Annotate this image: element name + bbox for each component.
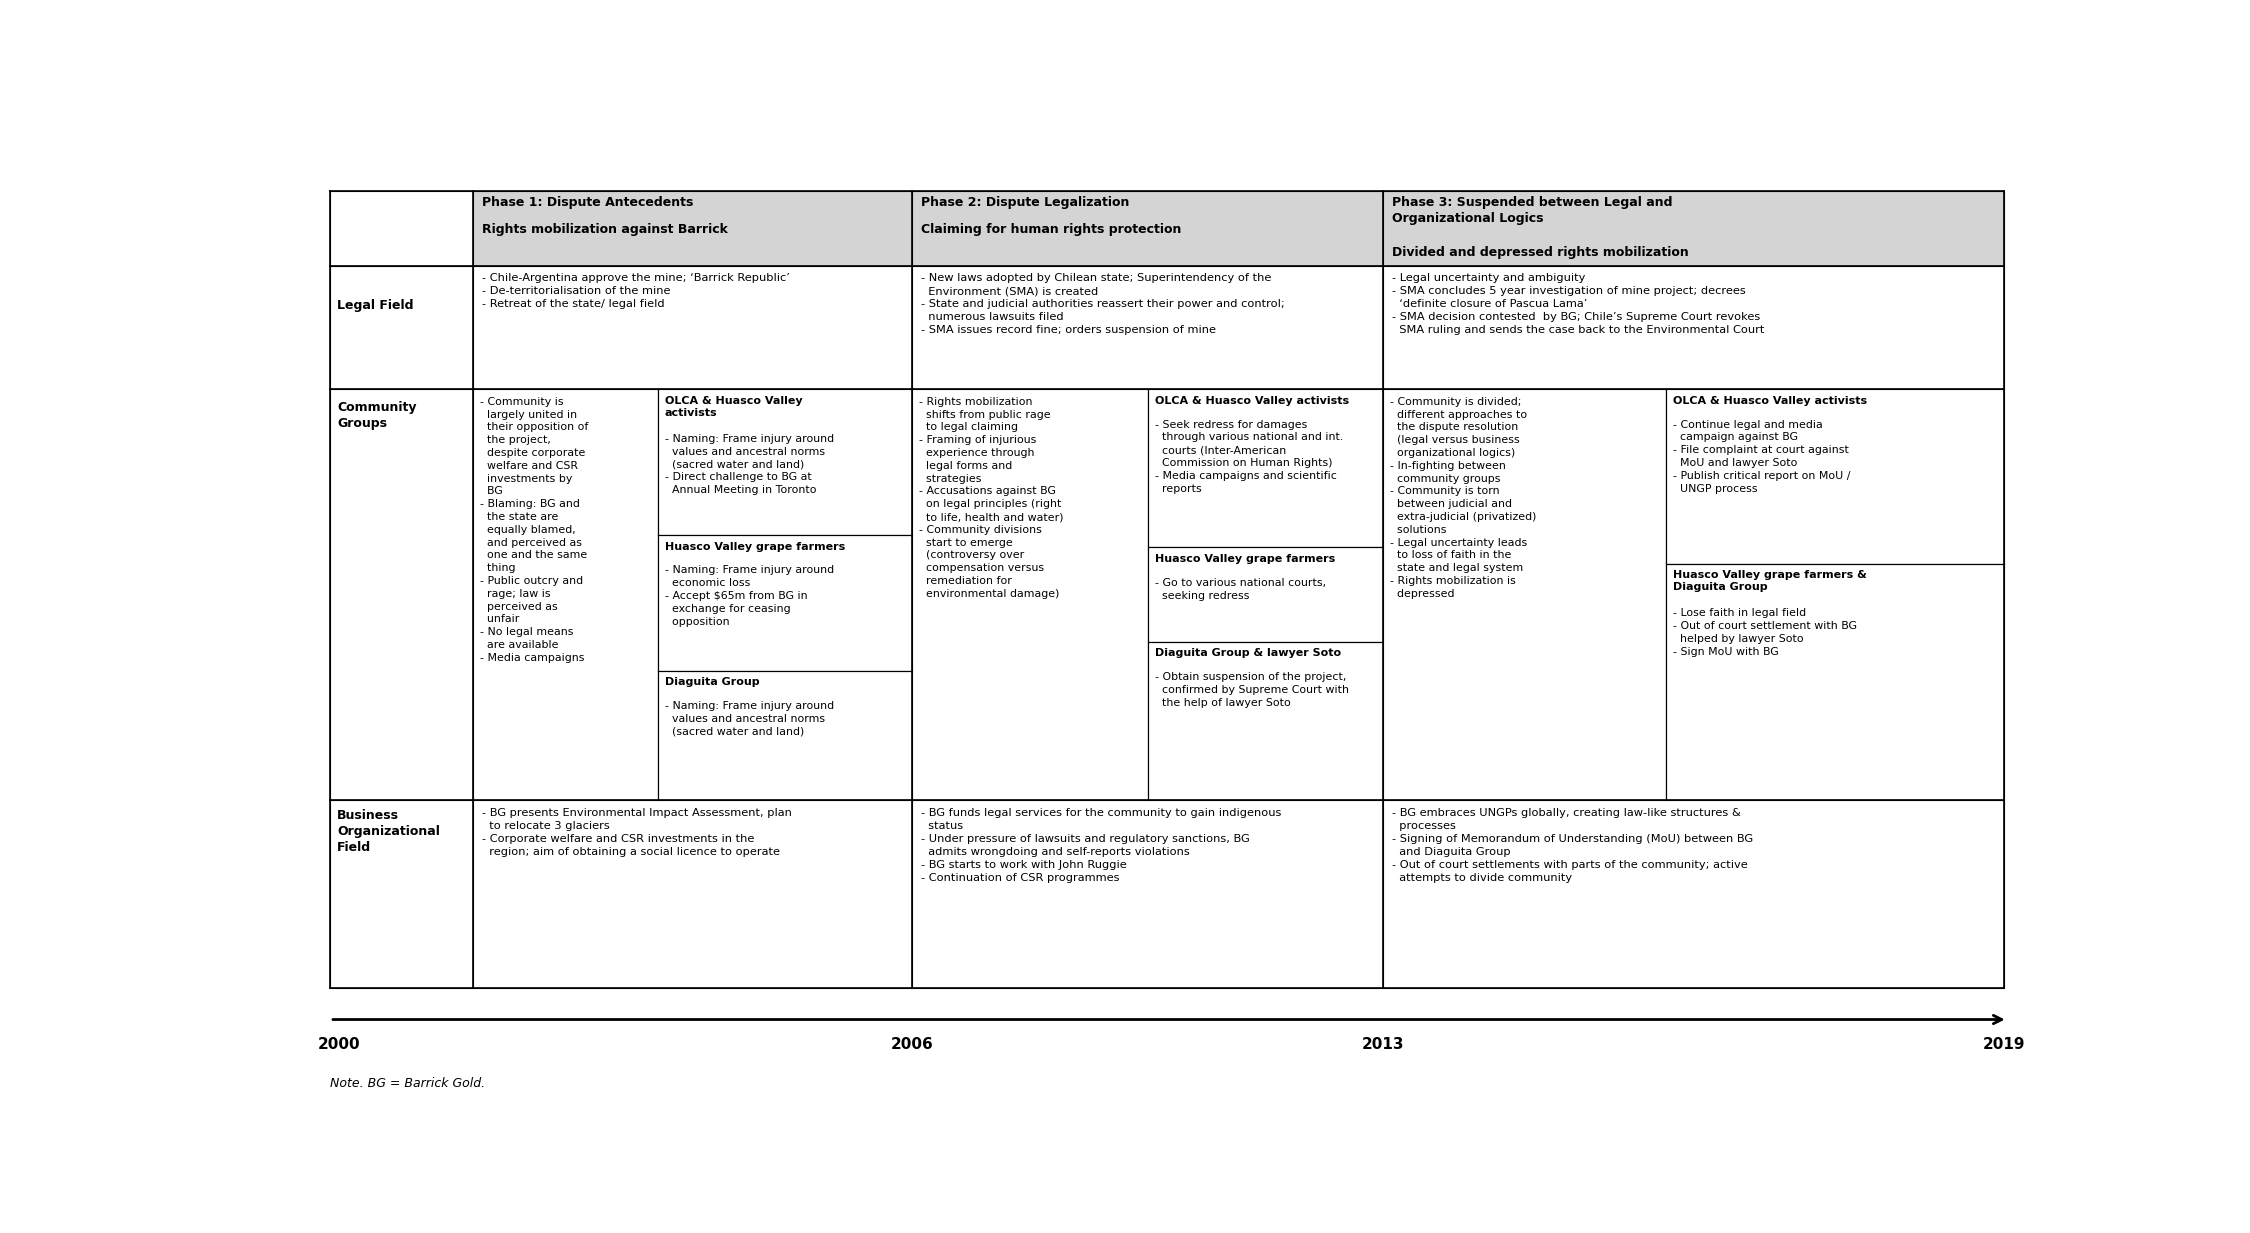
Text: Huasco Valley grape farmers: Huasco Valley grape farmers (664, 541, 844, 551)
Text: - New laws adopted by Chilean state; Superintendency of the
  Environment (SMA) : - New laws adopted by Chilean state; Sup… (920, 274, 1285, 335)
Bar (1384, 265, 2005, 390)
Bar (914, 265, 1384, 390)
Text: Phase 3: Suspended between Legal and
Organizational Logics: Phase 3: Suspended between Legal and Org… (1393, 196, 1672, 226)
Text: 2013: 2013 (1361, 1037, 1404, 1052)
Bar (1148, 547, 1384, 642)
Text: - Naming: Frame injury around
  values and ancestral norms
  (sacred water and l: - Naming: Frame injury around values and… (664, 702, 835, 736)
Bar (1665, 390, 2005, 563)
Text: Diaguita Group & lawyer Soto: Diaguita Group & lawyer Soto (1154, 649, 1341, 658)
Bar (331, 390, 472, 800)
Bar (657, 390, 914, 535)
Bar (472, 191, 914, 265)
Bar (472, 390, 657, 800)
Text: 2000: 2000 (317, 1037, 360, 1052)
Text: - Go to various national courts,
  seeking redress: - Go to various national courts, seeking… (1154, 578, 1325, 600)
Text: Rights mobilization against Barrick: Rights mobilization against Barrick (482, 223, 727, 236)
Text: - Chile-Argentina approve the mine; ‘Barrick Republic’
- De-territorialisation o: - Chile-Argentina approve the mine; ‘Bar… (482, 274, 790, 309)
Text: OLCA & Huasco Valley activists: OLCA & Huasco Valley activists (1672, 396, 1868, 406)
Bar (1148, 642, 1384, 800)
Text: Phase 2: Dispute Legalization: Phase 2: Dispute Legalization (920, 196, 1130, 210)
Text: - BG presents Environmental Impact Assessment, plan
  to relocate 3 glaciers
- C: - BG presents Environmental Impact Asses… (482, 808, 792, 857)
Bar (657, 671, 914, 800)
Text: OLCA & Huasco Valley
activists: OLCA & Huasco Valley activists (664, 396, 803, 418)
Bar (1665, 563, 2005, 800)
Text: 2019: 2019 (1982, 1037, 2025, 1052)
Text: - Naming: Frame injury around
  economic loss
- Accept $65m from BG in
  exchang: - Naming: Frame injury around economic l… (664, 566, 835, 626)
Bar (1384, 191, 2005, 265)
Text: - Seek redress for damages
  through various national and int.
  courts (Inter-A: - Seek redress for damages through vario… (1154, 419, 1343, 493)
Text: - BG embraces UNGPs globally, creating law-like structures &
  processes
- Signi: - BG embraces UNGPs globally, creating l… (1393, 808, 1753, 883)
Text: Community
Groups: Community Groups (338, 401, 416, 429)
Text: Note. BG = Barrick Gold.: Note. BG = Barrick Gold. (331, 1076, 486, 1090)
Text: OLCA & Huasco Valley activists: OLCA & Huasco Valley activists (1154, 396, 1350, 406)
Bar (914, 390, 1148, 800)
Text: Diaguita Group: Diaguita Group (664, 677, 758, 687)
Text: - Community is divided;
  different approaches to
  the dispute resolution
  (le: - Community is divided; different approa… (1390, 397, 1537, 599)
Bar (1384, 800, 2005, 988)
Text: Claiming for human rights protection: Claiming for human rights protection (920, 223, 1181, 236)
Bar (914, 191, 1384, 265)
Bar (472, 265, 914, 390)
Bar (331, 800, 472, 988)
Text: 2006: 2006 (891, 1037, 934, 1052)
Bar (1148, 390, 1384, 547)
Text: Legal Field: Legal Field (338, 298, 414, 312)
Text: - BG funds legal services for the community to gain indigenous
  status
- Under : - BG funds legal services for the commun… (920, 808, 1282, 883)
Bar (657, 535, 914, 671)
Bar (331, 265, 472, 390)
Bar (914, 800, 1384, 988)
Text: - Community is
  largely united in
  their opposition of
  the project,
  despit: - Community is largely united in their o… (479, 397, 590, 663)
Bar (1384, 390, 1665, 800)
Text: - Continue legal and media
  campaign against BG
- File complaint at court again: - Continue legal and media campaign agai… (1672, 419, 1850, 493)
Text: - Obtain suspension of the project,
  confirmed by Supreme Court with
  the help: - Obtain suspension of the project, conf… (1154, 672, 1348, 708)
Text: Phase 1: Dispute Antecedents: Phase 1: Dispute Antecedents (482, 196, 693, 210)
Text: Divided and depressed rights mobilization: Divided and depressed rights mobilizatio… (1393, 245, 1690, 259)
Text: - Lose faith in legal field
- Out of court settlement with BG
  helped by lawyer: - Lose faith in legal field - Out of cou… (1672, 608, 1856, 657)
Bar (472, 800, 914, 988)
Text: - Naming: Frame injury around
  values and ancestral norms
  (sacred water and l: - Naming: Frame injury around values and… (664, 434, 835, 496)
Bar (331, 191, 472, 265)
Text: - Legal uncertainty and ambiguity
- SMA concludes 5 year investigation of mine p: - Legal uncertainty and ambiguity - SMA … (1393, 274, 1764, 335)
Text: - Rights mobilization
  shifts from public rage
  to legal claiming
- Framing of: - Rights mobilization shifts from public… (920, 397, 1064, 599)
Text: Huasco Valley grape farmers &
Diaguita Group: Huasco Valley grape farmers & Diaguita G… (1672, 571, 1868, 593)
Text: Huasco Valley grape farmers: Huasco Valley grape farmers (1154, 554, 1334, 563)
Text: Business
Organizational
Field: Business Organizational Field (338, 810, 441, 854)
